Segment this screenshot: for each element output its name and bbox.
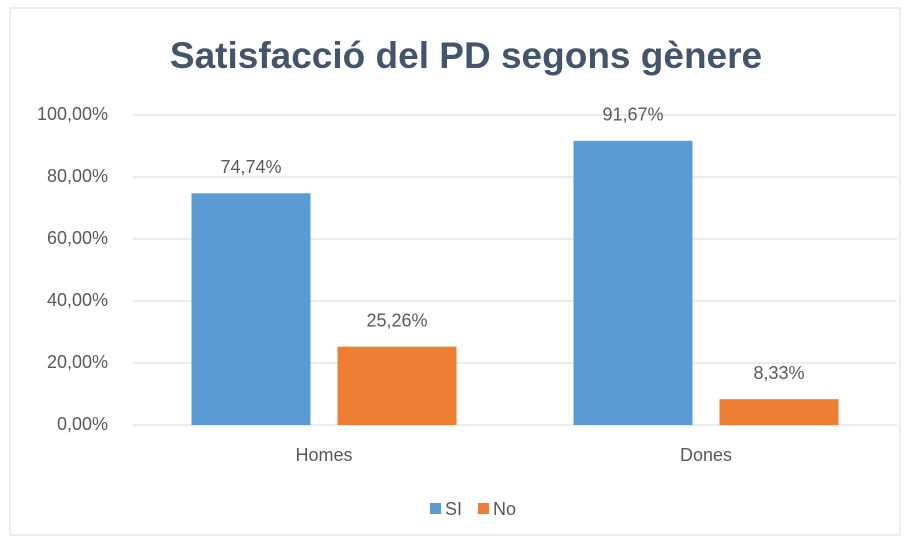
data-label: 8,33% <box>753 363 804 383</box>
y-tick-label: 60,00% <box>47 228 108 248</box>
data-label: 91,67% <box>602 105 663 125</box>
bar <box>719 399 839 425</box>
legend-label: No <box>493 499 516 519</box>
legend-swatch <box>478 503 490 514</box>
chart-frame <box>9 7 901 536</box>
data-label: 25,26% <box>366 310 427 330</box>
data-label: 74,74% <box>220 157 281 177</box>
legend-swatch <box>430 503 441 514</box>
y-tick-label: 80,00% <box>47 166 108 186</box>
legend-label: SI <box>445 499 462 519</box>
y-tick-label: 0,00% <box>57 414 108 434</box>
y-tick-label: 40,00% <box>47 290 108 310</box>
y-tick-label: 20,00% <box>47 352 108 372</box>
x-tick-label: Dones <box>680 445 732 465</box>
bar <box>191 193 311 425</box>
x-tick-label: Homes <box>295 445 352 465</box>
bar <box>573 140 693 425</box>
bar <box>337 346 457 425</box>
y-tick-label: 100,00% <box>37 104 108 124</box>
chart-title: Satisfacció del PD segons gènere <box>170 35 762 76</box>
